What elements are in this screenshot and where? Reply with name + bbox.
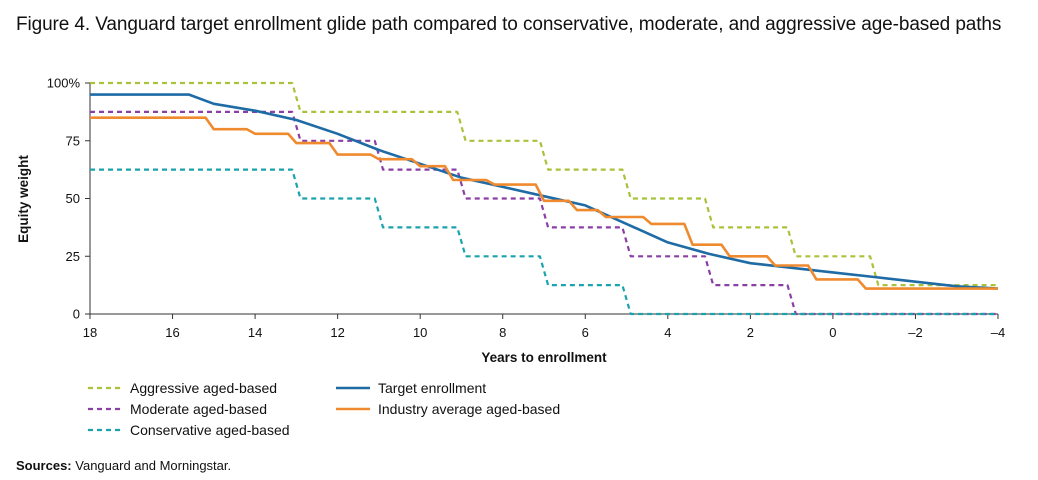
y-tick-label: 100% [47,76,81,91]
legend-swatch-industry [336,407,370,411]
legend-label-conservative: Conservative aged-based [130,422,290,438]
x-tick-label: 10 [413,325,427,340]
y-axis-title: Equity weight [16,155,31,243]
sources-label: Sources: [16,458,72,473]
legend-swatch-moderate [88,407,122,411]
x-tick-label: 12 [330,325,344,340]
x-tick-label: 0 [829,325,836,340]
legend-label-target: Target enrollment [378,380,487,396]
x-tick-label: 8 [499,325,506,340]
legend-item-conservative: Conservative aged-based [88,422,290,438]
series-line-industry-average-aged-based [90,116,998,290]
series-line-aggressive-aged-based [90,81,998,287]
x-tick-label: –4 [991,325,1005,340]
legend-label-moderate: Moderate aged-based [130,401,267,417]
series-line-target-enrollment [90,93,999,290]
x-tick-label: 6 [582,325,589,340]
y-tick-label: 25 [66,249,80,264]
x-axis-title: Years to enrollment [481,350,607,365]
legend-label-industry: Industry average aged-based [378,401,561,417]
y-tick-label: 75 [66,133,80,148]
x-tick-label: 4 [664,325,671,340]
x-tick-label: 2 [747,325,754,340]
legend-swatch-aggressive [88,386,122,390]
series-line-conservative-aged-based [90,168,998,316]
y-tick-label: 0 [73,307,80,322]
legend-label-aggressive: Aggressive aged-based [130,380,278,396]
legend-item-aggressive: Aggressive aged-based [88,380,277,396]
legend-item-industry: Industry average aged-based [336,401,560,417]
legend-item-moderate: Moderate aged-based [88,401,267,417]
y-tick-label: 50 [66,191,80,206]
legend-item-target: Target enrollment [336,380,486,396]
legend-swatch-conservative [88,428,122,432]
chart-title: Figure 4. Vanguard target enrollment gli… [16,14,1002,35]
x-tick-label: 16 [165,325,179,340]
chart: 0 25 50 75 100% 18 16 14 12 10 8 6 4 2 0 –2 –4 Years to… [16,76,1005,366]
sources-text: Vanguard and Morningstar. [71,458,232,473]
x-tick-label: 18 [83,325,97,340]
sources-note: Sources: Vanguard and Morningstar. [16,458,231,473]
x-tick-label: –2 [908,325,922,340]
legend-swatch-target [336,386,370,390]
x-tick-label: 14 [248,325,262,340]
legend: Aggressive aged-based Moderate aged-base… [88,380,648,442]
